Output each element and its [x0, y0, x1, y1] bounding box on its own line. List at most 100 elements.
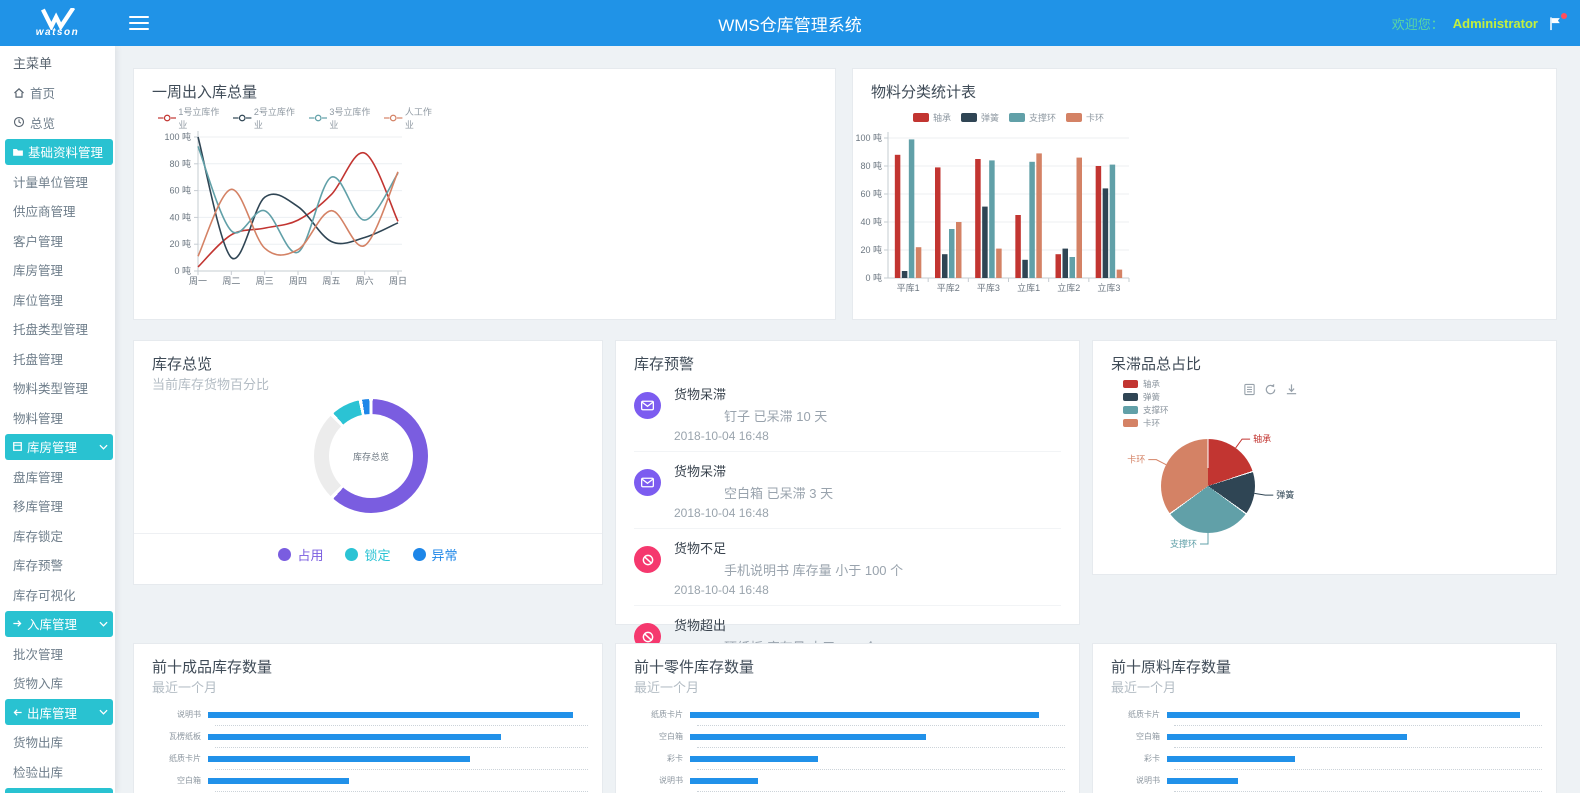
- legend-item-轴承[interactable]: 轴承: [912, 111, 951, 124]
- card-overview-subtitle: 当前库存货物百分比: [152, 377, 270, 392]
- hamburger-menu-icon[interactable]: [129, 12, 149, 34]
- sidebar-item-总览[interactable]: 总览: [0, 108, 115, 138]
- hbar-track: [208, 777, 588, 784]
- legend-dot: [278, 548, 292, 561]
- sidebar-item-label: 库存可视化: [13, 588, 76, 603]
- sidebar-item-库存锁定[interactable]: 库存锁定: [0, 521, 115, 551]
- hbar-label: 纸质卡片: [1128, 710, 1160, 719]
- legend-item-弹簧[interactable]: 弹簧: [1123, 390, 1169, 403]
- card-top-raw-subtitle: 最近一个月: [1111, 680, 1177, 695]
- card-top-raw-title: 前十原料库存数量: [1111, 659, 1232, 676]
- alert-row: 货物呆滞 钉子 已呆滞 10 天 2018-10-04 16:48: [634, 375, 1061, 452]
- sidebar-item-物料管理[interactable]: 物料管理: [0, 403, 115, 433]
- refresh-icon[interactable]: [1264, 383, 1277, 396]
- card-material-title: 物料分类统计表: [871, 84, 977, 101]
- card-top-raw: 前十原料库存数量 最近一个月 纸质卡片空白箱彩卡 说明书: [1092, 643, 1557, 793]
- legend-item-弹簧[interactable]: 弹簧: [960, 111, 999, 124]
- card-top-parts-subtitle: 最近一个月: [634, 680, 700, 695]
- legend-label: 支撑环: [1029, 113, 1057, 123]
- sidebar-item-首页[interactable]: 首页: [0, 78, 115, 108]
- sidebar-item-检验出库[interactable]: 检验出库: [0, 757, 115, 787]
- hbar-row: 彩卡: [634, 748, 1065, 769]
- sidebar-group-库房管理[interactable]: 库房管理: [5, 433, 113, 460]
- app-logo[interactable]: watson: [0, 0, 115, 46]
- sidebar: 主菜单 首页 总览 基础资料管理 计量单位管理 供应商管理 客户管理 库房管理 库位管理 托盘类…: [0, 46, 115, 793]
- legend-item-2号立库作业[interactable]: 2号立库作业: [233, 105, 299, 131]
- legend-label: 3号立库作业: [329, 107, 371, 130]
- legend-item-支撑环[interactable]: 支撑环: [1123, 403, 1169, 416]
- svg-text:立库3: 立库3: [1097, 282, 1120, 293]
- hbar-row: 瓦楞纸板: [152, 726, 588, 747]
- sidebar-group-出库管理[interactable]: 出库管理: [5, 699, 113, 726]
- sidebar-item-库存可视化[interactable]: 库存可视化: [0, 580, 115, 610]
- sidebar-item-库存预警[interactable]: 库存预警: [0, 550, 115, 580]
- hbar-row: 说明书: [634, 770, 1065, 791]
- svg-text:100 吨: 100 吨: [164, 131, 191, 142]
- donut-legend: 占用 锁定 异常: [134, 545, 602, 564]
- chevron-down-icon: [99, 444, 108, 450]
- sidebar-item-托盘类型管理[interactable]: 托盘类型管理: [0, 314, 115, 344]
- sidebar-item-托盘管理[interactable]: 托盘管理: [0, 344, 115, 374]
- sidebar-item-盘库管理[interactable]: 盘库管理: [0, 462, 115, 492]
- legend-item-锁定[interactable]: 锁定: [345, 545, 391, 564]
- alert-time: 2018-10-04 16:48: [674, 583, 769, 597]
- app-header: watson WMS仓库管理系统 欢迎您： Administrator: [0, 0, 1580, 46]
- outbound-icon: [12, 707, 23, 718]
- hbar-fill: [208, 755, 471, 762]
- legend-item-卡环[interactable]: 卡环: [1123, 416, 1169, 429]
- download-icon[interactable]: [1285, 383, 1298, 396]
- hbar-track: [1167, 711, 1542, 718]
- top-raw-bars: 纸质卡片空白箱彩卡 说明书: [1111, 704, 1542, 792]
- sidebar-item-移库管理[interactable]: 移库管理: [0, 491, 115, 521]
- logo-text: watson: [35, 27, 80, 38]
- envelope-icon: [634, 392, 661, 419]
- legend-item-3号立库作业[interactable]: 3号立库作业: [308, 105, 375, 131]
- legend-item-1号立库作业[interactable]: 1号立库作业: [158, 105, 224, 131]
- notification-flag-icon[interactable]: [1547, 12, 1567, 32]
- sidebar-item-物料类型管理[interactable]: 物料类型管理: [0, 373, 115, 403]
- sidebar-item-批次管理[interactable]: 批次管理: [0, 639, 115, 669]
- legend-item-支撑环[interactable]: 支撑环: [1009, 111, 1056, 124]
- welcome-label: 欢迎您：: [1391, 16, 1444, 32]
- sidebar-group-入库管理[interactable]: 入库管理: [5, 610, 113, 637]
- svg-text:0 吨: 0 吨: [174, 265, 191, 276]
- card-inventory-overview: 库存总览 当前库存货物百分比 库存总览 占用 锁定 异常: [133, 340, 603, 585]
- hbar-track: [1167, 777, 1542, 784]
- hbar-separator: [1174, 769, 1542, 770]
- hbar-row: 空白箱: [1111, 726, 1542, 747]
- sidebar-item-label: 客户管理: [13, 234, 64, 249]
- sidebar-item-计量单位管理[interactable]: 计量单位管理: [0, 167, 115, 197]
- sidebar-group-label: 基础资料管理: [28, 146, 104, 161]
- hbar-separator: [697, 747, 1065, 748]
- sidebar-group-label: 库房管理: [27, 441, 78, 456]
- sidebar-item-label: 货物入库: [13, 677, 64, 692]
- svg-text:周六: 周六: [356, 275, 374, 286]
- sidebar-item-供应商管理[interactable]: 供应商管理: [0, 196, 115, 226]
- sidebar-group-partial[interactable]: [5, 787, 113, 793]
- legend-item-轴承[interactable]: 轴承: [1123, 377, 1169, 390]
- hbar-row: 彩卡: [1111, 748, 1542, 769]
- hbar-row: 说明书: [1111, 770, 1542, 791]
- legend-item-人工作业[interactable]: 人工作业: [384, 105, 438, 131]
- legend-label: 弹簧: [980, 113, 999, 123]
- sidebar-item-货物出库[interactable]: 货物出库: [0, 727, 115, 757]
- hbar-fill: [208, 711, 573, 718]
- username[interactable]: Administrator: [1452, 15, 1538, 31]
- data-view-icon[interactable]: [1243, 383, 1256, 396]
- sidebar-item-货物入库[interactable]: 货物入库: [0, 668, 115, 698]
- hbar-fill: [1167, 777, 1239, 784]
- sidebar-item-label: 盘库管理: [13, 470, 64, 485]
- legend-item-异常[interactable]: 异常: [412, 545, 458, 564]
- legend-item-占用[interactable]: 占用: [278, 545, 323, 564]
- sidebar-item-客户管理[interactable]: 客户管理: [0, 226, 115, 256]
- sidebar-group-基础资料管理[interactable]: 基础资料管理: [5, 138, 113, 165]
- sidebar-item-label: 计量单位管理: [13, 175, 89, 190]
- hbar-label: 空白箱: [1136, 732, 1160, 741]
- sidebar-item-库位管理[interactable]: 库位管理: [0, 285, 115, 315]
- sidebar-item-库房管理[interactable]: 库房管理: [0, 255, 115, 285]
- svg-text:60 吨: 60 吨: [169, 185, 191, 196]
- legend-item-卡环[interactable]: 卡环: [1066, 111, 1104, 124]
- card-weekly-inout: 一周出入库总量 1号立库作业 2号立库作业 3号立库作业 人工作业 0 吨 20 吨 40…: [133, 68, 836, 320]
- legend-swatch: [1123, 405, 1138, 414]
- sidebar-section-label: 主菜单: [13, 55, 53, 71]
